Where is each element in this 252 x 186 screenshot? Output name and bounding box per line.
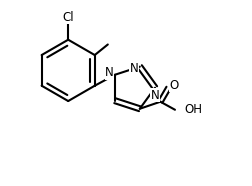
- Text: Cl: Cl: [62, 11, 74, 24]
- Text: N: N: [105, 66, 114, 79]
- Text: N: N: [130, 62, 139, 75]
- Text: OH: OH: [184, 103, 203, 116]
- Text: O: O: [169, 79, 179, 92]
- Text: N: N: [151, 89, 160, 102]
